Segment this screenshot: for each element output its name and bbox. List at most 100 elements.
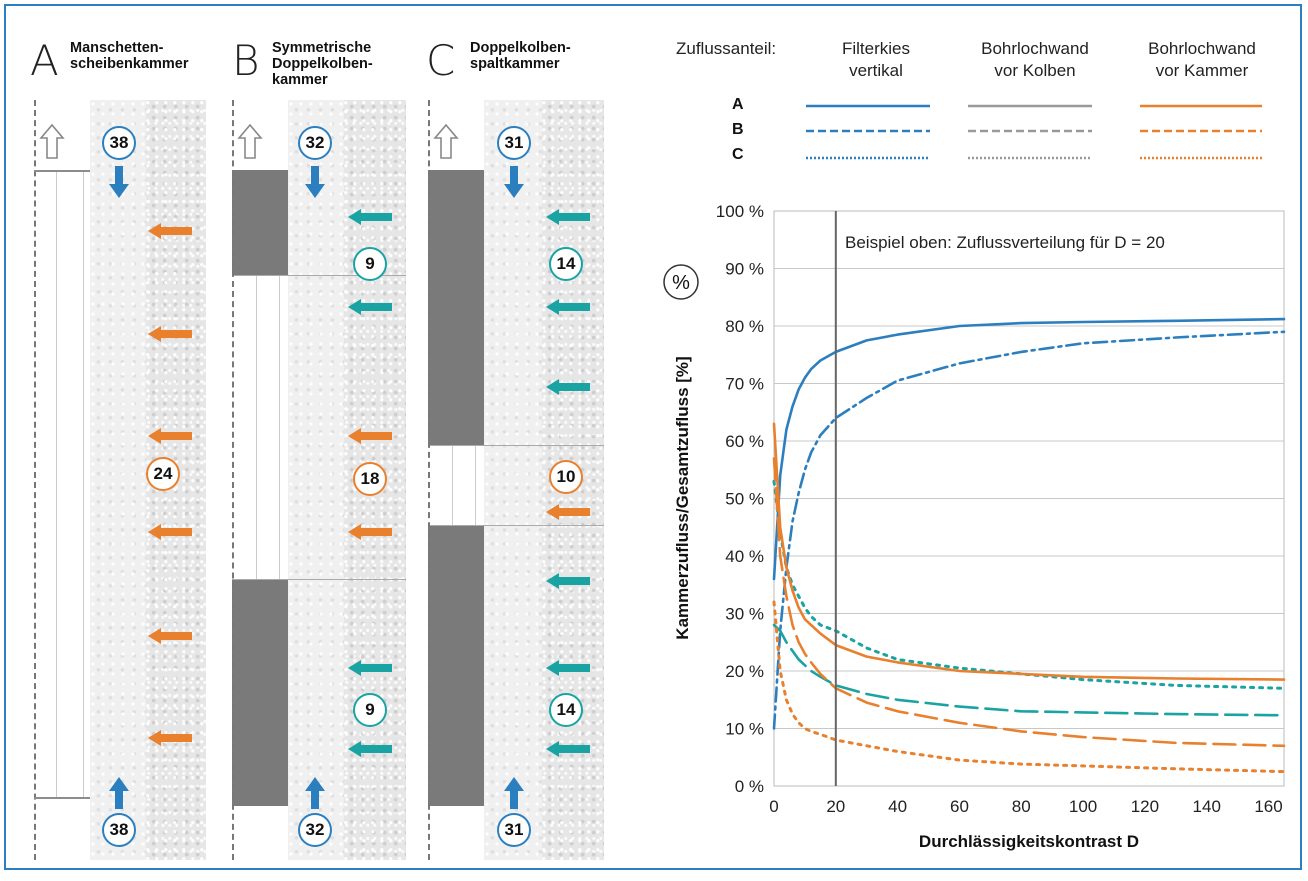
series-line-5 [772,422,1286,681]
series-line-2 [772,330,1286,730]
legend-row-c: C [732,146,744,163]
panel-b-up-outline-arrow-icon [237,123,263,159]
series-line-6 [772,456,1286,748]
y-tick-label: 30 % [725,605,764,624]
x-tick-label: 80 [1012,797,1031,816]
panel-c-lower-piston [428,526,484,806]
panel-b-upper-separator [232,275,406,276]
panel-c-filter-gravel [484,100,542,860]
legend-column-wall-chamber: Bohrlochwand vor Kammer [1148,39,1256,80]
panel-c-wall-inflow-arrow-icon [546,741,590,757]
panel-c-gap-pipe [452,446,476,526]
panel-a-bottom-packer [34,797,90,799]
y-tick-label: 80 % [725,317,764,336]
panel-c-down-flow-arrow-icon [504,166,524,198]
series-line-7 [772,600,1286,774]
panel-c-wall-inflow-arrow-icon [546,209,590,225]
x-axis-title: Durchlässigkeitskontrast D [919,832,1139,851]
chamber-diagrams: A Manschetten- scheibenkammer B Symmetri… [0,0,640,876]
panel-b-down-flow-arrow-icon [305,166,325,198]
panel-a-inflow-arrow-icon [148,223,192,239]
panel-b-wall-inflow-arrow-icon [348,660,392,676]
series-line-4 [772,623,1286,717]
x-tick-label: 160 [1254,797,1282,816]
panel-b-chamber-inflow-arrow-icon [348,428,392,444]
legend-heading: Zuflussanteil: [676,39,777,58]
panel-a-bottom-flow-badge: 38 [102,813,136,847]
panel-c-chamber-inflow-arrow-icon [546,504,590,520]
y-tick-label: 40 % [725,547,764,566]
panel-b-upper-piston [232,170,288,276]
panel-c-upper-separator [428,445,604,446]
panel-b-up-flow-arrow-icon [305,777,325,809]
panel-c-up-outline-arrow-icon [433,123,459,159]
panel-b-lower-wall-flow-badge: 9 [353,693,387,727]
legend-line-samples [806,104,1262,160]
panel-c-upper-piston [428,170,484,446]
panel-b-bottom-flow-badge: 32 [298,813,332,847]
panel-b-chamber-inflow-arrow-icon [348,524,392,540]
grid-lines [774,268,1284,729]
legend-row-a: A [732,96,744,113]
panel-c-lower-separator [428,525,604,526]
panel-c-bottom-flow-badge: 31 [497,813,531,847]
panel-c-lower-wall-flow-badge: 14 [549,693,583,727]
panel-c-chamber-flow-badge: 10 [549,460,583,494]
panel-c-wall-inflow-arrow-icon [546,299,590,315]
panel-b-wall-inflow-arrow-icon [348,741,392,757]
y-tick-label: 100 % [716,202,764,221]
panel-a-wall-line [34,100,36,860]
percent-symbol: % [672,272,690,294]
panel-b-letter: B [232,36,260,85]
x-tick-label: 0 [769,797,778,816]
y-tick-label: 60 % [725,432,764,451]
x-tick-label: 20 [826,797,845,816]
legend-row-b: B [732,121,744,138]
axis-ticks: 0 % 10 % 20 % 30 % 40 % 50 % 60 % 70 % 80 % 90 % 1… [716,202,1283,816]
panel-b-chamber-flow-badge: 18 [353,462,387,496]
panel-b-lower-piston [232,580,288,806]
panel-a-filter-gravel [90,100,146,860]
panel-a-sleeve [56,172,84,798]
panel-c-label: Doppelkolben- spaltkammer [470,40,571,72]
panel-c-wall-inflow-arrow-icon [546,660,590,676]
panel-a-inflow-arrow-icon [148,524,192,540]
panel-b-filter-gravel [288,100,344,860]
panel-a-down-flow-arrow-icon [109,166,129,198]
panel-c-wall-line [428,100,430,860]
panel-a-label: Manschetten- scheibenkammer [70,40,189,72]
panel-a-up-outline-arrow-icon [39,123,65,159]
percent-symbol-circle [663,264,699,300]
y-tick-label: 0 % [735,777,764,796]
panel-b-chamber-pipe [256,276,280,580]
panel-b-wall-inflow-arrow-icon [348,299,392,315]
series-line-1 [772,317,1286,581]
y-axis-title: Kammerzufluss/Gesamtzufluss [%] [673,356,692,639]
legend-column-filter: Filterkies vertikal [841,39,910,80]
x-tick-label: 120 [1131,797,1159,816]
x-tick-label: 40 [888,797,907,816]
panel-c-wall-inflow-arrow-icon [546,573,590,589]
series-lines [772,317,1286,774]
series-line-3 [772,479,1286,690]
y-tick-label: 10 % [725,720,764,739]
panel-a-inflow-arrow-icon [148,628,192,644]
y-tick-label: 50 % [725,490,764,509]
panel-a-letter: A [30,36,59,85]
panel-a-top-packer [34,170,90,172]
panel-a-top-flow-badge: 38 [102,126,136,160]
panel-c-wall-inflow-arrow-icon [546,379,590,395]
x-tick-label: 60 [950,797,969,816]
chart-annotation: Beispiel oben: Zuflussverteilung für D =… [845,233,1165,252]
panel-a-inflow-arrow-icon [148,428,192,444]
legend-column-wall-piston: Bohrlochwand vor Kolben [981,39,1089,80]
panel-b-wall-inflow-arrow-icon [348,209,392,225]
panel-a-inflow-arrow-icon [148,730,192,746]
panel-a-inflow-arrow-icon [148,326,192,342]
panel-b-label: Symmetrische Doppelkolben- kammer [272,40,373,88]
panel-c-letter: C [426,36,456,85]
panel-b-top-flow-badge: 32 [298,126,332,160]
y-tick-label: 90 % [725,260,764,279]
